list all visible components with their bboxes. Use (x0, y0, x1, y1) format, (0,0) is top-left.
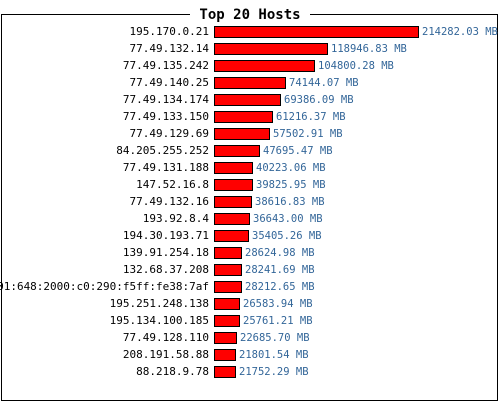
value-label: 21801.54 MB (239, 349, 309, 361)
host-label: 193.92.8.4 (143, 212, 210, 225)
value-label: 40223.06 MB (256, 162, 326, 174)
host-bar (214, 94, 281, 106)
value-label: 25761.21 MB (243, 315, 313, 327)
host-label: 77.49.132.16 (130, 195, 209, 208)
host-label: 88.218.9.78 (136, 365, 209, 378)
value-label: 28241.69 MB (245, 264, 315, 276)
host-bar (214, 26, 419, 38)
host-bar (214, 349, 236, 361)
value-label: 36643.00 MB (253, 213, 323, 225)
value-label: 104800.28 MB (318, 60, 394, 72)
chart-rows: 195.170.0.21 214282.03 MB 77.49.132.14 1189… (0, 25, 498, 378)
value-label: 118946.83 MB (331, 43, 407, 55)
host-label: 77.49.140.25 (130, 76, 209, 89)
value-label: 47695.47 MB (263, 145, 333, 157)
host-label: 2001:648:2000:c0:290:f5ff:fe38:7af (0, 280, 209, 293)
host-bar (214, 230, 249, 242)
host-bar (214, 111, 273, 123)
host-label: 77.49.131.188 (123, 161, 209, 174)
host-bar (214, 128, 270, 140)
value-label: 21752.29 MB (239, 366, 309, 378)
host-label: 77.49.129.69 (130, 127, 209, 140)
host-bar (214, 145, 260, 157)
host-label: 77.49.134.174 (123, 93, 209, 106)
title-backdrop (190, 4, 310, 24)
host-label: 147.52.16.8 (136, 178, 209, 191)
host-label: 77.49.132.14 (130, 42, 210, 55)
host-bar (214, 298, 240, 310)
host-bar (214, 247, 242, 259)
host-bar (214, 366, 236, 378)
host-label: 77.49.133.150 (123, 110, 209, 123)
value-label: 28624.98 MB (245, 247, 315, 259)
value-label: 35405.26 MB (252, 230, 322, 242)
host-label: 195.251.248.138 (110, 297, 209, 310)
value-label: 26583.94 MB (243, 298, 313, 310)
host-bar (214, 162, 253, 174)
value-label: 22685.70 MB (240, 332, 310, 344)
host-label: 139.91.254.18 (123, 246, 209, 259)
chart-title: Top 20 Hosts (199, 7, 300, 23)
value-label: 57502.91 MB (273, 128, 343, 140)
host-label: 84.205.255.252 (116, 144, 209, 157)
host-label: 194.30.193.71 (123, 229, 209, 242)
value-label: 74144.07 MB (289, 77, 359, 89)
host-label: 195.170.0.21 (130, 25, 209, 38)
host-bar (214, 196, 252, 208)
value-label: 61216.37 MB (276, 111, 346, 123)
host-bar (214, 43, 328, 55)
host-label: 208.191.58.88 (123, 348, 209, 361)
host-bar (214, 179, 253, 191)
host-bar (214, 60, 315, 72)
host-label: 132.68.37.208 (123, 263, 209, 276)
value-label: 69386.09 MB (284, 94, 354, 106)
host-bar (214, 77, 286, 89)
value-label: 214282.03 MB (422, 26, 498, 38)
host-bar (214, 332, 237, 344)
host-bar (214, 315, 240, 327)
host-bar (214, 281, 242, 293)
host-label: 77.49.128.110 (123, 331, 209, 344)
value-label: 28212.65 MB (245, 281, 315, 293)
host-label: 77.49.135.242 (123, 59, 209, 72)
host-bar (214, 213, 250, 225)
host-label: 195.134.100.185 (110, 314, 209, 327)
value-label: 39825.95 MB (256, 179, 326, 191)
host-bar (214, 264, 242, 276)
value-label: 38616.83 MB (255, 196, 325, 208)
